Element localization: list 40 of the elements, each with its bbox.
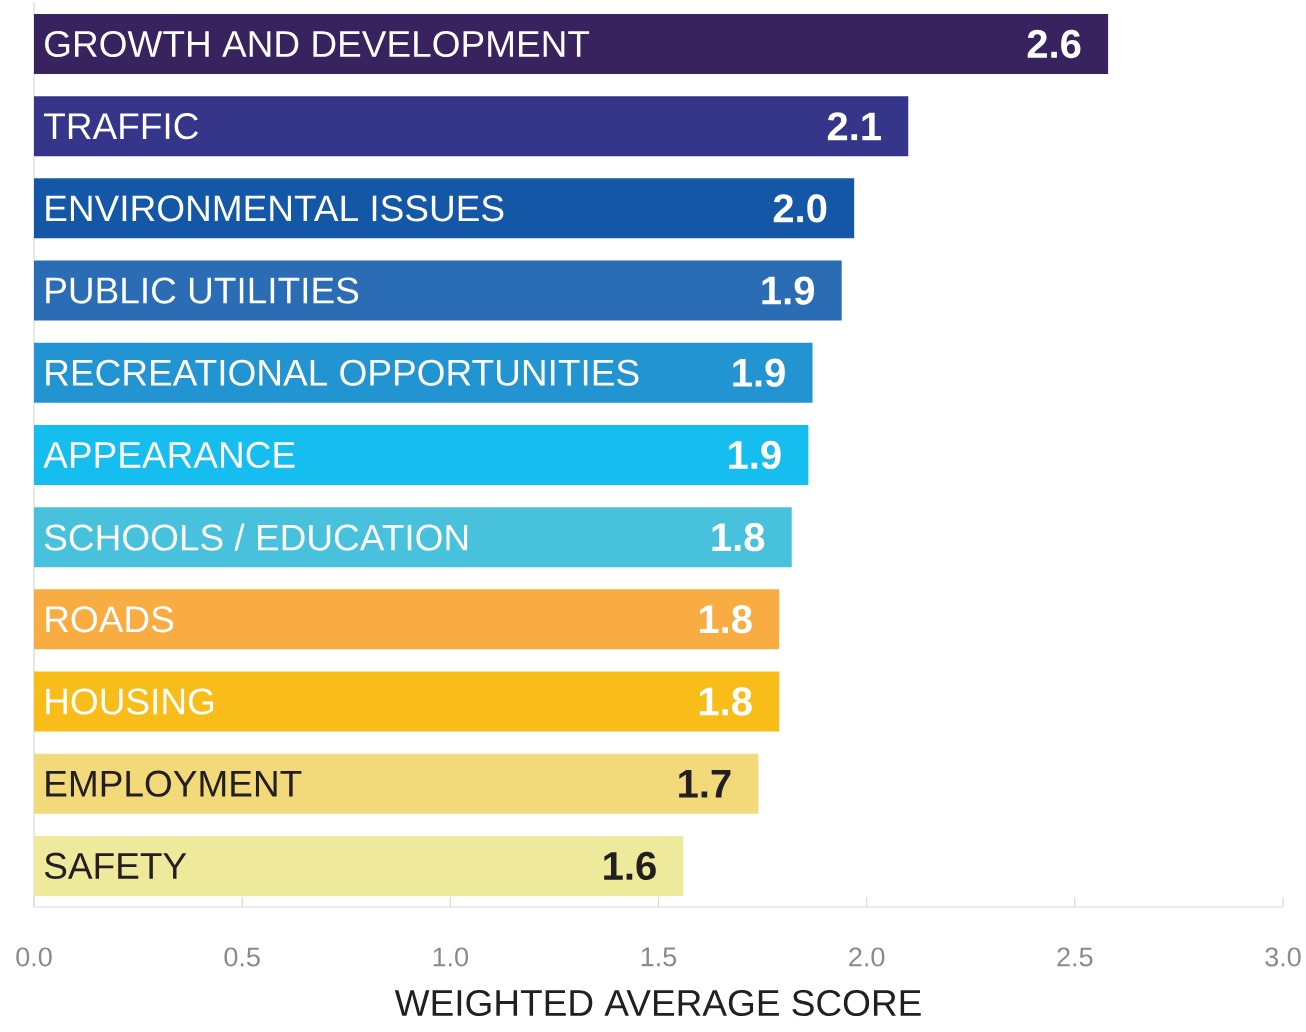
y-tick-label: ROADS xyxy=(46,606,174,633)
y-tick-label: SAFETY xyxy=(44,852,187,879)
y-tick-label: APPEARANCE xyxy=(43,441,295,469)
bar xyxy=(34,671,780,732)
data-label: 1.8 xyxy=(699,605,752,634)
x-tick-label: 2.5 xyxy=(1057,947,1093,967)
x-tick-label: 3.0 xyxy=(1265,947,1301,967)
data-label: 1.6 xyxy=(604,851,656,881)
y-tick-label: HOUSING xyxy=(46,688,214,715)
y-tick-label: RECREATIONAL OPPORTUNITIES xyxy=(46,359,639,386)
data-label: 2.0 xyxy=(773,194,827,223)
x-axis-title: WEIGHTED AVERAGE SCORE xyxy=(394,989,921,1017)
data-label: 1.8 xyxy=(712,522,765,552)
bar xyxy=(34,96,909,157)
y-tick-label: EMPLOYMENT xyxy=(46,770,302,797)
y-tick-label: SCHOOLS / EDUCATION xyxy=(44,523,468,551)
x-tick-label: 2.0 xyxy=(849,947,885,967)
x-tick-label: 1.5 xyxy=(641,947,677,967)
bar xyxy=(34,424,809,485)
data-label: 2.1 xyxy=(827,112,881,141)
data-label: 1.9 xyxy=(733,358,785,387)
y-tick-label: ENVIRONMENTAL ISSUES xyxy=(46,195,504,222)
data-label: 1.8 xyxy=(699,687,752,716)
data-label: 2.6 xyxy=(1027,29,1081,59)
y-tick-label: GROWTH AND DEVELOPMENT xyxy=(45,30,590,58)
y-tick-label: PUBLIC UTILITIES xyxy=(46,277,359,304)
y-tick-label: TRAFFIC xyxy=(44,113,199,140)
bar xyxy=(34,589,780,650)
bar xyxy=(34,260,842,321)
bar xyxy=(34,835,684,896)
bar xyxy=(34,507,792,568)
x-tick-label: 1.0 xyxy=(433,947,469,967)
bar xyxy=(34,753,759,814)
x-tick-label: 0.0 xyxy=(16,947,52,967)
data-label: 1.7 xyxy=(679,769,731,798)
data-label: 1.9 xyxy=(762,276,814,305)
bar xyxy=(34,13,1109,74)
x-tick-label: 0.5 xyxy=(224,947,260,967)
data-label: 1.9 xyxy=(729,440,781,470)
bar xyxy=(34,178,855,239)
